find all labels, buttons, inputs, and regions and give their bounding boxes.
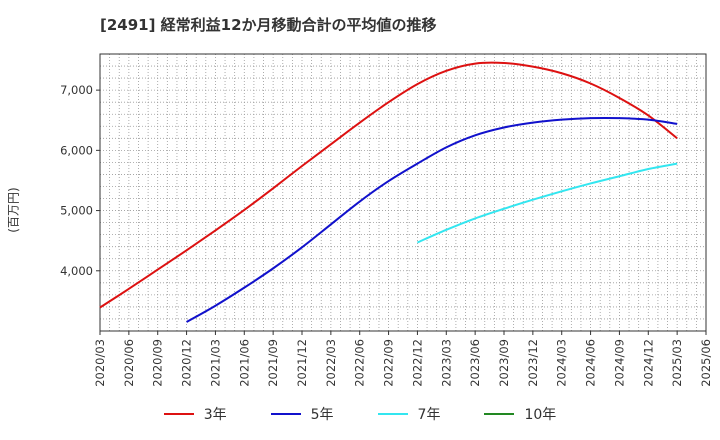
x-tick-label: 2021/09	[266, 339, 280, 387]
y-tick-label: 7,000	[60, 83, 93, 97]
x-tick-label: 2020/09	[151, 339, 165, 387]
x-tick-label: 2021/12	[295, 339, 309, 387]
chart-title: [2491] 経常利益12か月移動合計の平均値の推移	[100, 16, 437, 34]
x-tick-label: 2022/12	[410, 339, 424, 387]
x-tick-label: 2023/12	[526, 339, 540, 387]
x-tick-label: 2020/03	[93, 339, 107, 387]
legend-item: 10年	[484, 404, 556, 424]
x-tick-label: 2023/03	[439, 339, 453, 387]
x-tick-label: 2024/03	[555, 339, 569, 387]
x-tick-label: 2024/09	[612, 339, 626, 387]
series-line-2	[186, 116, 678, 323]
x-tick-label: 2025/03	[670, 339, 684, 387]
legend-swatch	[484, 413, 515, 415]
series-line-1	[99, 61, 678, 309]
x-tick-label: 2022/06	[353, 339, 367, 387]
legend: 3年 5年 7年 10年	[0, 404, 720, 424]
legend-label: 3年	[203, 407, 227, 423]
y-axis-ticks: 4,000 5,000 6,000 7,000	[60, 83, 100, 278]
series-line-3	[417, 162, 678, 244]
x-tick-label: 2022/09	[382, 339, 396, 387]
y-tick-label: 6,000	[60, 143, 93, 157]
legend-item: 7年	[377, 404, 441, 424]
legend-label: 10年	[524, 407, 557, 423]
x-tick-label: 2024/06	[584, 339, 598, 387]
x-axis-ticks: 2020/03 2020/06 2020/09 2020/12 2021/03 2021/…	[93, 331, 713, 387]
x-tick-label: 2023/06	[468, 339, 482, 387]
x-tick-label: 2022/03	[324, 339, 338, 387]
legend-swatch	[163, 413, 194, 415]
y-tick-label: 4,000	[60, 264, 93, 278]
plot-area-frame	[99, 53, 707, 332]
legend-swatch	[377, 413, 408, 415]
y-tick-label: 5,000	[60, 204, 93, 218]
x-tick-label: 2025/06	[699, 339, 713, 387]
x-tick-label: 2023/09	[497, 339, 511, 387]
legend-item: 3年	[163, 404, 227, 424]
legend-label: 5年	[310, 407, 334, 423]
x-tick-label: 2020/12	[180, 339, 194, 387]
x-tick-label: 2021/03	[208, 339, 222, 387]
legend-swatch	[270, 413, 301, 415]
x-tick-label: 2021/06	[237, 339, 251, 387]
x-tick-label: 2020/06	[122, 339, 136, 387]
legend-item: 5年	[270, 404, 334, 424]
legend-label: 7年	[417, 407, 441, 423]
x-tick-label: 2024/12	[641, 339, 655, 387]
series-layer	[99, 61, 678, 323]
